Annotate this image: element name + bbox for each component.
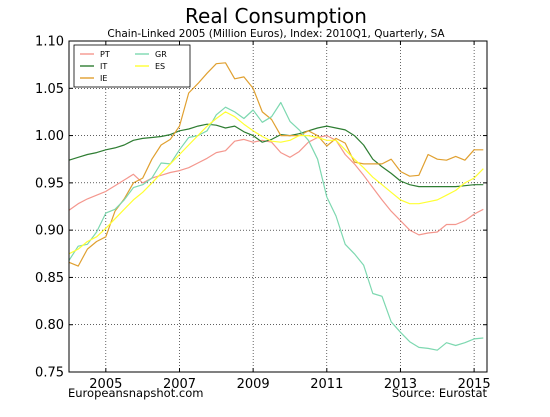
footer-source-note: Source: Eurostat bbox=[392, 386, 488, 400]
legend-label: IT bbox=[100, 62, 107, 71]
y-tick-label: 0.90 bbox=[35, 224, 64, 239]
legend: PT IT IE GR ES bbox=[73, 44, 191, 88]
x-tick-label: 2013 bbox=[384, 377, 417, 392]
chart-subtitle: Chain-Linked 2005 (Million Euros), Index… bbox=[107, 28, 445, 40]
legend-label: GR bbox=[155, 50, 167, 59]
series-line-pt bbox=[68, 135, 484, 236]
series-line-it bbox=[68, 123, 484, 188]
legend-label: ES bbox=[155, 62, 165, 71]
x-tick-label: 2015 bbox=[458, 377, 491, 392]
y-tick-label: 1.10 bbox=[35, 35, 64, 50]
y-tick-label: 0.80 bbox=[35, 318, 64, 333]
axes-layer: 2005 2007 2009 2011 2013 2015 0.75 0.80 0.85 0.90… bbox=[35, 35, 491, 393]
footer-source-site: Europeansnapshot.com bbox=[68, 386, 203, 400]
legend-entry-ie: IE bbox=[80, 74, 107, 83]
legend-entry-es: ES bbox=[135, 62, 165, 71]
x-tick-label: 2009 bbox=[237, 377, 270, 392]
y-tick-label: 0.85 bbox=[35, 271, 64, 286]
legend-entry-gr: GR bbox=[135, 50, 167, 59]
y-tick-label: 0.95 bbox=[35, 176, 64, 191]
x-tick-label: 2005 bbox=[89, 377, 122, 392]
legend-entry-pt: PT bbox=[80, 50, 110, 59]
x-tick-label: 2011 bbox=[310, 377, 343, 392]
chart-title: Real Consumption bbox=[185, 4, 367, 28]
legend-label: PT bbox=[100, 50, 110, 59]
y-tick-label: 1.00 bbox=[35, 129, 64, 144]
series-line-es bbox=[68, 111, 484, 255]
plot-frame bbox=[68, 40, 488, 373]
legend-label: IE bbox=[100, 74, 107, 83]
series-line-ie bbox=[68, 62, 484, 267]
series-layer bbox=[68, 62, 484, 351]
y-tick-label: 0.75 bbox=[35, 366, 64, 381]
grid-layer bbox=[69, 41, 487, 372]
y-tick-label: 1.05 bbox=[35, 82, 64, 97]
series-line-gr bbox=[68, 101, 484, 351]
legend-entry-it: IT bbox=[80, 62, 107, 71]
x-tick-label: 2007 bbox=[163, 377, 196, 392]
